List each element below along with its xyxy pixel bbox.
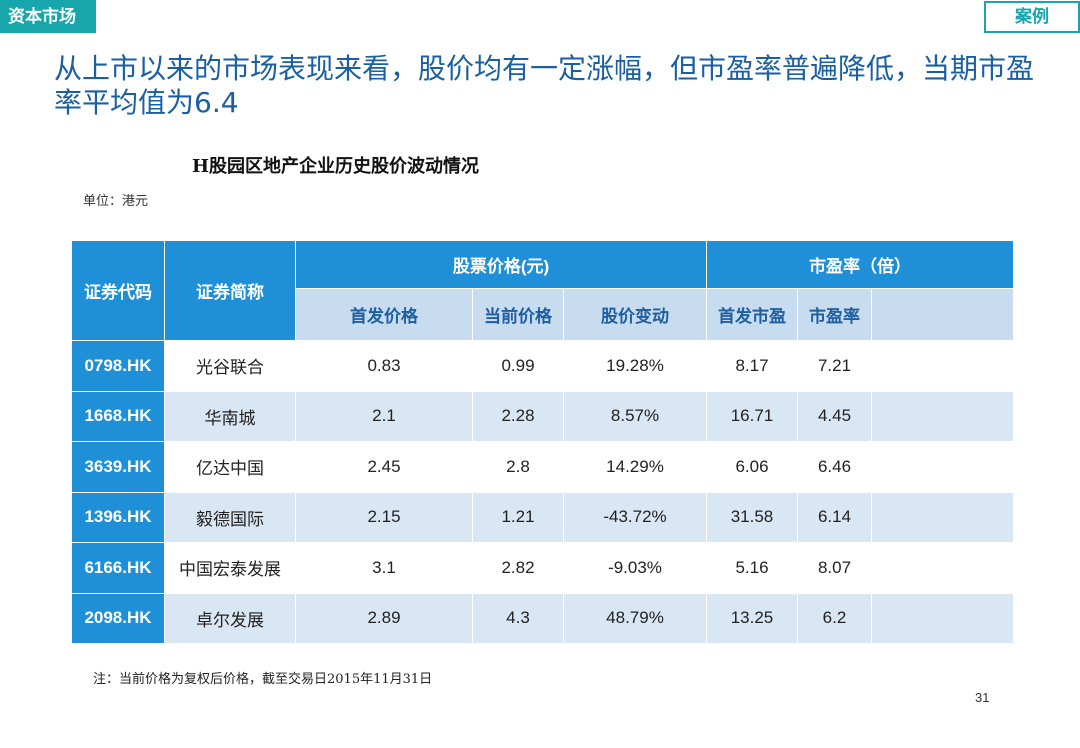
stock-table: 证券代码 证券简称 股票价格(元) 市盈率（倍） 首发价格 当前价格 股价变动 … xyxy=(71,240,1014,644)
unit-label: 单位：港元 xyxy=(83,194,149,209)
cell-empty xyxy=(871,441,1014,493)
cell-pe: 7.21 xyxy=(797,340,872,392)
header-name: 证券简称 xyxy=(164,240,296,341)
cell-pe: 4.45 xyxy=(797,390,872,442)
cell-ipo-price: 2.15 xyxy=(295,491,473,543)
table-row: 3639.HK 亿达中国 2.45 2.8 14.29% 6.06 6.46 xyxy=(71,441,1014,493)
section-tag: 资本市场 xyxy=(0,0,96,33)
page-number: 31 xyxy=(975,690,990,705)
cell-name: 毅德国际 xyxy=(164,491,296,543)
cell-price-change: -43.72% xyxy=(563,491,707,543)
header-group-price: 股票价格(元) xyxy=(295,240,707,289)
cell-ipo-price: 3.1 xyxy=(295,542,473,594)
table-row: 1396.HK 毅德国际 2.15 1.21 -43.72% 31.58 6.1… xyxy=(71,491,1014,543)
cell-code: 0798.HK xyxy=(71,340,165,392)
cell-code: 3639.HK xyxy=(71,441,165,493)
cell-pe: 8.07 xyxy=(797,542,872,594)
header-pe: 市盈率 xyxy=(797,288,872,341)
cell-name: 亿达中国 xyxy=(164,441,296,493)
cell-ipo-price: 2.1 xyxy=(295,390,473,442)
cell-ipo-pe: 5.16 xyxy=(706,542,798,594)
cell-current-price: 4.3 xyxy=(472,592,564,644)
cell-empty xyxy=(871,340,1014,392)
cell-price-change: 8.57% xyxy=(563,390,707,442)
cell-pe: 6.2 xyxy=(797,592,872,644)
cell-name: 中国宏泰发展 xyxy=(164,542,296,594)
cell-current-price: 2.82 xyxy=(472,542,564,594)
table-row: 1668.HK 华南城 2.1 2.28 8.57% 16.71 4.45 xyxy=(71,390,1014,442)
cell-empty xyxy=(871,390,1014,442)
cell-code: 6166.HK xyxy=(71,542,165,594)
cell-ipo-pe: 31.58 xyxy=(706,491,798,543)
header-price-change: 股价变动 xyxy=(563,288,707,341)
cell-ipo-pe: 16.71 xyxy=(706,390,798,442)
cell-current-price: 0.99 xyxy=(472,340,564,392)
cell-code: 1668.HK xyxy=(71,390,165,442)
case-tag: 案例 xyxy=(984,1,1080,33)
cell-pe: 6.46 xyxy=(797,441,872,493)
table-row: 6166.HK 中国宏泰发展 3.1 2.82 -9.03% 5.16 8.07 xyxy=(71,542,1014,594)
footnote: 注：当前价格为复权后价格，截至交易日2015年11月31日 xyxy=(93,672,433,687)
cell-ipo-price: 2.45 xyxy=(295,441,473,493)
cell-name: 光谷联合 xyxy=(164,340,296,392)
cell-price-change: 19.28% xyxy=(563,340,707,392)
cell-price-change: -9.03% xyxy=(563,542,707,594)
slide-headline: 从上市以来的市场表现来看，股价均有一定涨幅，但市盈率普遍降低，当期市盈率平均值为… xyxy=(54,52,1035,119)
header-group-pe: 市盈率（倍） xyxy=(706,240,1014,289)
table-row: 2098.HK 卓尔发展 2.89 4.3 48.79% 13.25 6.2 xyxy=(71,592,1014,644)
cell-price-change: 14.29% xyxy=(563,441,707,493)
cell-name: 华南城 xyxy=(164,390,296,442)
header-empty xyxy=(871,288,1014,341)
cell-ipo-pe: 8.17 xyxy=(706,340,798,392)
cell-code: 2098.HK xyxy=(71,592,165,644)
header-code: 证券代码 xyxy=(71,240,165,341)
cell-empty xyxy=(871,542,1014,594)
cell-pe: 6.14 xyxy=(797,491,872,543)
cell-current-price: 1.21 xyxy=(472,491,564,543)
cell-name: 卓尔发展 xyxy=(164,592,296,644)
cell-ipo-price: 2.89 xyxy=(295,592,473,644)
cell-empty xyxy=(871,491,1014,543)
cell-current-price: 2.8 xyxy=(472,441,564,493)
header-ipo-pe: 首发市盈 xyxy=(706,288,798,341)
cell-ipo-pe: 13.25 xyxy=(706,592,798,644)
cell-ipo-pe: 6.06 xyxy=(706,441,798,493)
header-current-price: 当前价格 xyxy=(472,288,564,341)
cell-empty xyxy=(871,592,1014,644)
cell-price-change: 48.79% xyxy=(563,592,707,644)
cell-code: 1396.HK xyxy=(71,491,165,543)
header-ipo-price: 首发价格 xyxy=(295,288,473,341)
cell-ipo-price: 0.83 xyxy=(295,340,473,392)
table-row: 0798.HK 光谷联合 0.83 0.99 19.28% 8.17 7.21 xyxy=(71,340,1014,392)
table-title: H股园区地产企业历史股价波动情况 xyxy=(192,156,480,177)
cell-current-price: 2.28 xyxy=(472,390,564,442)
